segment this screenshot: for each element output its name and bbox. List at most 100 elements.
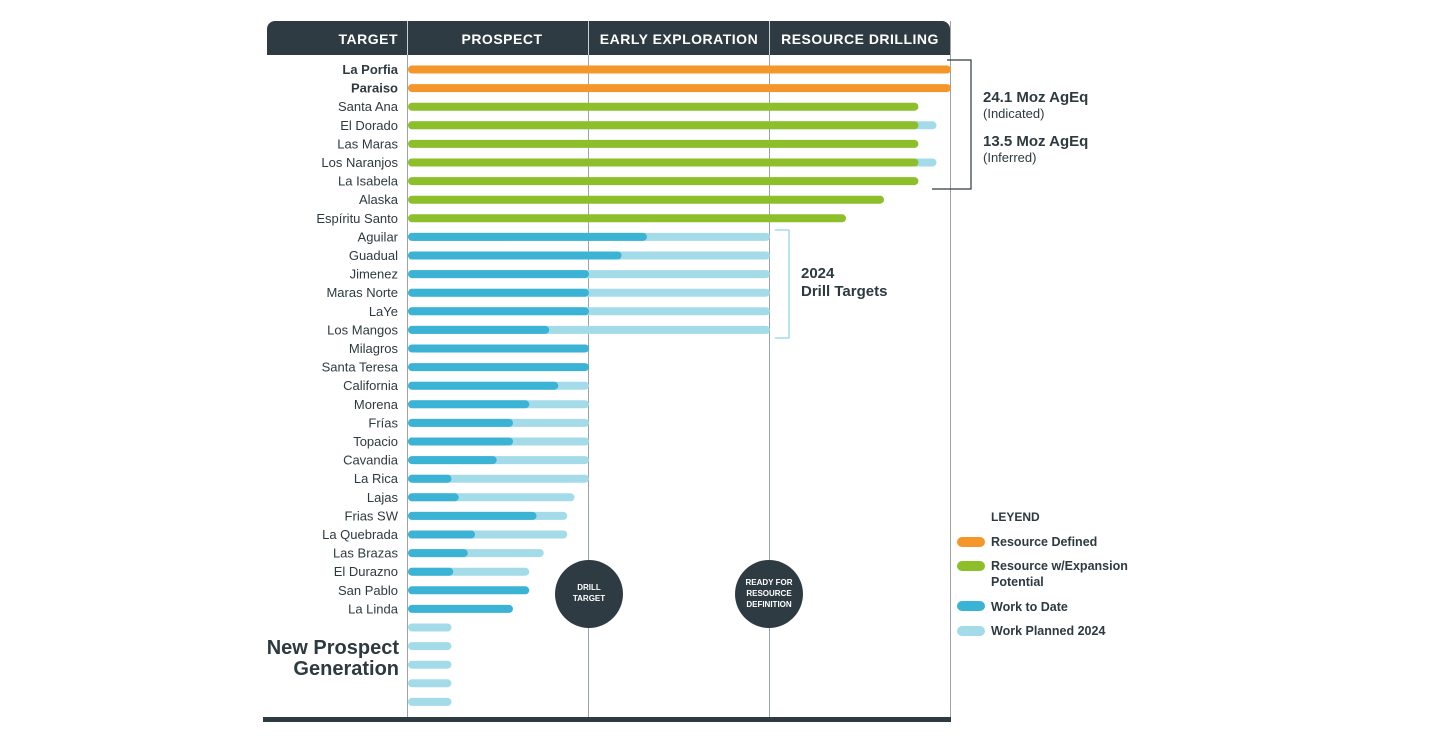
row-label-cavandia: Cavandia [343,453,399,468]
bar-progress-la-isabela-6 [408,177,919,186]
bar-planned-new-prospect-30-30 [408,623,452,632]
row-label-el-dorado: El Dorado [340,118,398,133]
milestone-resource-line-2: RESOURCE [746,589,792,598]
chart-rows: La Porfia Paraiso Santa Ana El Dorado Las Ma… [316,62,951,706]
bar-progress-milagros-15 [408,344,589,353]
bar-progress-la-porfia-0 [408,65,951,74]
legend: LEYEND Resource Defined Resource w/Expan… [957,510,1128,638]
row-label-aguilar: Aguilar [358,229,399,244]
row-label-morena: Morena [354,397,399,412]
milestone-drill-target-circle [555,560,623,628]
row-label-maras-norte: Maras Norte [326,285,398,300]
bar-progress-santa-teresa-16 [408,363,589,372]
bar-progress-frias-sw-24 [408,511,537,520]
bar-progress-las-maras-4 [408,139,919,148]
bar-progress-jimenez-11 [408,270,589,279]
legend-swatch-expansion [957,561,985,571]
bar-progress-paraiso-1 [408,84,951,93]
milestone-resource-line-1: READY FOR [746,578,793,587]
bar-progress-la-rica-22 [408,474,452,483]
legend-title: LEYEND [991,510,1040,524]
legend-label-work-planned: Work Planned 2024 [991,624,1105,638]
bar-progress-las-brazas-26 [408,549,468,558]
bar-progress-la-linda-29 [408,604,513,613]
row-label-frias-sw: Frias SW [345,508,399,523]
row-label-la-quebrada: La Quebrada [322,527,399,542]
row-label-alaska: Alaska [359,192,399,207]
resource-inferred-value: 13.5 Moz AgEq [983,133,1088,150]
bar-progress-guadual-10 [408,251,622,260]
row-label-topacio: Topacio [353,434,398,449]
bar-progress-los-mangos-14 [408,325,550,334]
bar-progress-la-quebrada-25 [408,530,475,539]
drill-targets-label: Drill Targets [801,283,887,300]
bar-planned-new-prospect-34-34 [408,697,452,706]
resource-indicated-label: (Indicated) [983,106,1044,121]
legend-swatch-work-planned [957,626,985,636]
row-label-guadual: Guadual [349,248,398,263]
legend-label-expansion-line-2: Potential [991,575,1044,589]
bar-progress-laye-13 [408,307,589,316]
header-target: TARGET [338,31,398,47]
bottom-baseline [263,717,951,722]
bar-progress-california-17 [408,381,559,390]
legend-swatch-resource-defined [957,537,985,547]
row-label-los-mangos: Los Mangos [327,322,398,337]
bar-planned-la-rica-22 [408,474,589,483]
row-label-san-pablo: San Pablo [338,583,398,598]
resource-indicated-value: 24.1 Moz AgEq [983,89,1088,106]
row-label-las-brazas: Las Brazas [333,546,399,561]
bar-progress-los-naranjos-5 [408,158,919,167]
bar-progress-el-dorado-3 [408,121,919,130]
row-label-el-durazno: El Durazno [334,564,398,579]
bar-progress-santa-ana-2 [408,102,919,111]
bar-progress-morena-18 [408,400,530,409]
resource-bracket [932,59,972,190]
bar-progress-el-durazno-27 [408,567,454,576]
row-label-la-porfia: La Porfia [342,62,398,77]
row-label-jimenez: Jimenez [350,267,398,282]
row-label-las-maras: Las Maras [337,136,398,151]
header-bottom-fill [267,40,950,55]
bar-progress-cavandia-21 [408,456,497,465]
row-label-lajas: Lajas [367,490,399,505]
row-label-santa-ana: Santa Ana [338,99,399,114]
drill-targets-bracket [775,229,790,339]
row-label-la-rica: La Rica [354,471,399,486]
drill-targets-year: 2024 [801,265,835,282]
row-label-paraiso: Paraiso [351,81,398,96]
bar-progress-maras-norte-12 [408,288,589,297]
milestone-resource-line-3: DEFINITION [746,600,792,609]
new-prospect-line-1: New Prospect [267,637,400,659]
bar-progress-frias-19 [408,418,513,427]
legend-label-work-to-date: Work to Date [991,600,1068,614]
legend-label-expansion-line-1: Resource w/Expansion [991,559,1128,573]
row-label-milagros: Milagros [349,341,399,356]
bar-progress-espiritu-santo-8 [408,214,847,223]
new-prospect-line-2: Generation [293,658,399,680]
header-stage-resource-drilling: RESOURCE DRILLING [781,31,939,47]
bar-planned-new-prospect-31-31 [408,642,452,651]
milestone-drill-target-line-2: TARGET [573,594,605,603]
header-stage-early-exploration: EARLY EXPLORATION [600,31,758,47]
legend-swatch-work-to-date [957,601,985,611]
row-label-la-linda: La Linda [348,601,399,616]
header-stage-prospect: PROSPECT [461,31,542,47]
row-label-los-naranjos: Los Naranjos [321,155,398,170]
row-label-la-isabela: La Isabela [338,174,399,189]
bar-progress-san-pablo-28 [408,586,530,595]
milestone-drill-target-line-1: DRILL [577,583,601,592]
bar-planned-new-prospect-32-32 [408,660,452,669]
row-label-frias: Frías [368,415,398,430]
bar-progress-lajas-23 [408,493,459,502]
bar-progress-topacio-20 [408,437,513,446]
bar-progress-alaska-7 [408,195,885,204]
bar-progress-aguilar-9 [408,232,647,241]
legend-label-resource-defined: Resource Defined [991,535,1097,549]
row-label-california: California [343,378,399,393]
bar-planned-new-prospect-33-33 [408,679,452,688]
row-label-santa-teresa: Santa Teresa [322,360,399,375]
resource-inferred-label: (Inferred) [983,150,1036,165]
milestone-resource-definition-circle [735,560,803,628]
